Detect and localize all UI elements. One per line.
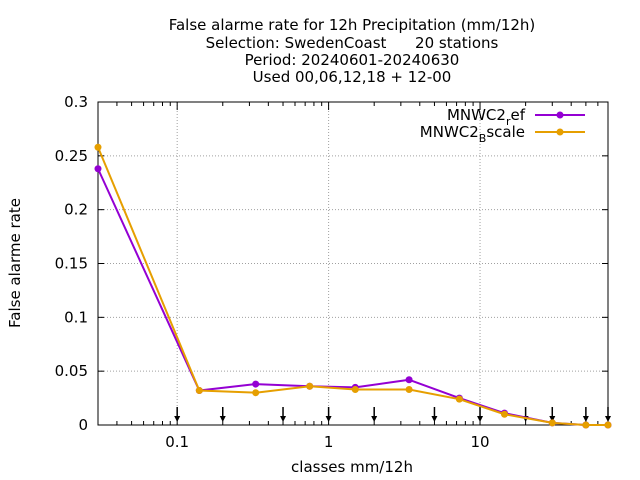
data-point <box>548 419 556 427</box>
plot-frame <box>97 101 609 426</box>
x-tick-label: 0.1 <box>165 433 189 451</box>
legend-label: MNWC2ref <box>447 106 526 128</box>
data-point <box>252 380 260 388</box>
y-tick-label: 0.1 <box>64 308 88 326</box>
threshold-arrow <box>549 407 556 422</box>
legend-item: MNWC2ref <box>447 106 585 128</box>
title-line-4: Used 00,06,12,18 + 12-00 <box>253 68 452 86</box>
y-tick-label: 0.3 <box>64 93 88 111</box>
data-point <box>351 385 359 393</box>
arrow-head <box>219 416 226 422</box>
threshold-arrow <box>325 407 332 422</box>
title-line-3: Period: 20240601-20240630 <box>245 51 460 69</box>
y-tick-label: 0.25 <box>55 147 88 165</box>
series-group <box>94 143 612 429</box>
data-point <box>94 165 102 173</box>
x-tick-label: 1 <box>324 433 334 451</box>
arrow-head <box>582 416 589 422</box>
threshold-arrows <box>174 407 611 422</box>
data-point <box>405 376 413 384</box>
threshold-arrow <box>522 407 529 422</box>
y-tick-label: 0.05 <box>55 362 88 380</box>
data-point <box>405 385 413 393</box>
data-point <box>252 389 260 397</box>
threshold-arrow <box>174 407 181 422</box>
y-tick-label: 0 <box>78 416 88 434</box>
data-point <box>500 410 508 418</box>
chart-title: False alarme rate for 12h Precipitation … <box>169 16 536 86</box>
x-tick-label: 10 <box>470 433 489 451</box>
legend-item: MNWC2Bscale <box>420 123 585 145</box>
threshold-arrow <box>582 407 589 422</box>
threshold-arrow <box>605 407 611 422</box>
arrow-head <box>174 416 181 422</box>
legend-swatch-marker <box>556 111 564 119</box>
y-tick-label: 0.15 <box>55 255 88 273</box>
data-point <box>195 387 203 395</box>
arrow-head <box>549 416 556 422</box>
data-point <box>455 395 463 403</box>
arrow-head <box>431 416 438 422</box>
grid <box>98 102 608 425</box>
legend-swatch-marker <box>556 128 564 136</box>
axes: 0 0.05 0.1 0.15 0.2 0.25 0.3 0.1 1 10 <box>55 93 609 451</box>
data-point <box>94 143 102 151</box>
threshold-arrow <box>371 407 378 422</box>
title-line-1: False alarme rate for 12h Precipitation … <box>169 16 536 34</box>
arrow-head <box>325 416 332 422</box>
data-point <box>306 382 314 390</box>
threshold-arrow <box>280 407 287 422</box>
arrow-head <box>371 416 378 422</box>
legend-label: MNWC2Bscale <box>420 123 525 145</box>
threshold-arrow <box>219 407 226 422</box>
threshold-arrow <box>431 407 438 422</box>
y-tick-label: 0.2 <box>64 201 88 219</box>
arrow-head <box>605 416 611 422</box>
x-axis-label: classes mm/12h <box>291 458 413 476</box>
arrow-head <box>477 416 484 422</box>
arrow-head <box>280 416 287 422</box>
data-point <box>582 421 590 429</box>
threshold-arrow <box>477 407 484 422</box>
y-axis-label: False alarme rate <box>6 198 24 328</box>
series-MNWC2_Bscale <box>94 143 612 429</box>
series-line <box>97 146 608 426</box>
title-line-2: Selection: SwedenCoast 20 stations <box>206 34 499 52</box>
data-point <box>604 421 612 429</box>
